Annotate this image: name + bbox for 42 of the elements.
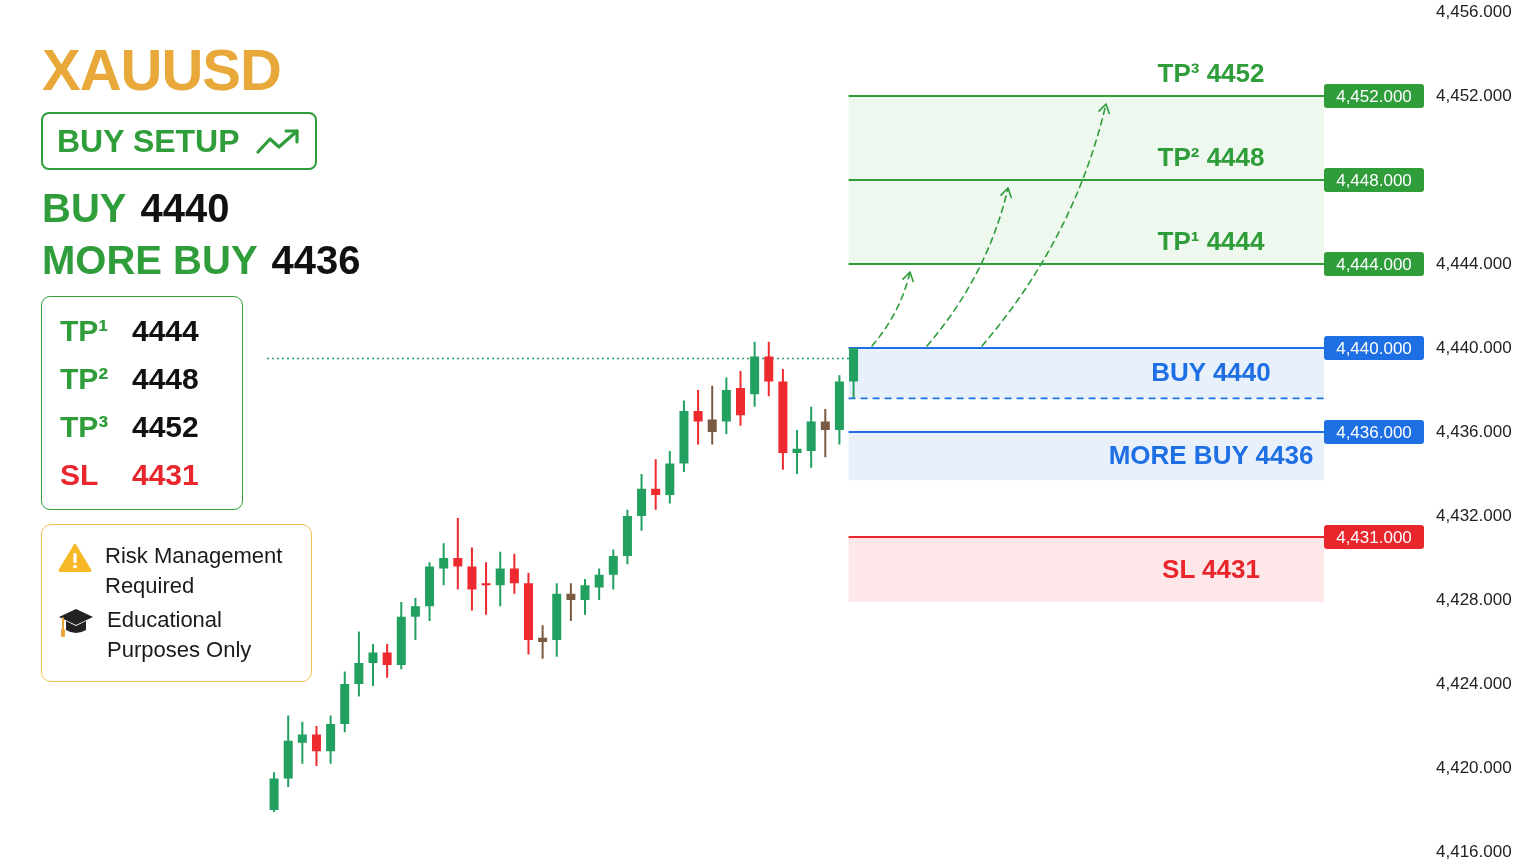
y-tick-label: 4,428.000 [1436, 589, 1512, 609]
candlestick [693, 390, 703, 445]
y-tick-label: 4,456.000 [1436, 1, 1512, 21]
annotation: TP³ 4452 [1157, 58, 1265, 89]
annotation: MORE BUY 4436 [42, 238, 361, 282]
candlestick [297, 721, 307, 764]
annotation: TP¹ 4444 [1157, 226, 1266, 257]
y-tick-label: 4,452.000 [1436, 85, 1512, 105]
text: TP² 4448 [60, 361, 199, 397]
band-label: MORE BUY 4436 [1108, 440, 1314, 471]
candlestick [707, 385, 717, 445]
text: Educational Purposes Only [107, 606, 253, 664]
candlestick [538, 625, 548, 659]
y-tick-label: 4,420.000 [1436, 757, 1512, 777]
text: TP¹ 4444 [60, 313, 199, 349]
candlestick [410, 597, 420, 640]
annotation: Risk Management Required [105, 542, 284, 600]
y-tick-label: 4,416.000 [1436, 841, 1512, 861]
band-label: SL 4431 [1162, 553, 1260, 584]
ref-line-label: 4,444.000 [1336, 254, 1412, 274]
candlestick [453, 518, 463, 590]
text: BUY 4440 [42, 186, 230, 230]
candlestick [651, 459, 661, 510]
y-tick-label: 4,436.000 [1436, 421, 1512, 441]
candlestick [481, 562, 491, 615]
candlestick [439, 543, 449, 586]
band-label: BUY 4440 [1151, 357, 1271, 388]
ref-line-label: 4,431.000 [1336, 527, 1412, 547]
y-tick-label: 4,432.000 [1436, 505, 1512, 525]
ref-line-label: 4,436.000 [1336, 422, 1412, 442]
annotation: TP² 4448 [1157, 142, 1265, 173]
y-tick-label: 4,440.000 [1436, 337, 1512, 357]
text: SL 4431 [60, 457, 199, 493]
text: TP³ 4452 [60, 409, 199, 445]
ref-line-label: 4,440.000 [1336, 338, 1412, 358]
ref-line-label: 4,448.000 [1336, 170, 1412, 190]
ref-line-label: 4,452.000 [1336, 86, 1412, 106]
y-tick-label: 4,424.000 [1436, 673, 1512, 693]
text: XAUUSD [42, 37, 281, 102]
candlestick [792, 429, 802, 474]
text: BUY SETUP [57, 122, 240, 160]
y-tick-label: 4,444.000 [1436, 253, 1512, 273]
